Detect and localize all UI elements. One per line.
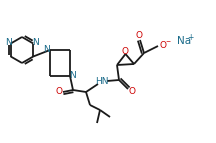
- Text: N: N: [32, 38, 39, 47]
- Text: O: O: [56, 88, 62, 97]
- Text: N: N: [5, 38, 12, 47]
- Text: +: +: [187, 32, 193, 41]
- Text: N: N: [44, 45, 50, 54]
- Text: Na: Na: [177, 36, 191, 46]
- Text: HN: HN: [95, 77, 109, 86]
- Text: O: O: [135, 31, 143, 40]
- Text: N: N: [70, 72, 76, 81]
- Text: O: O: [129, 87, 135, 96]
- Text: −: −: [165, 38, 170, 43]
- Text: O: O: [122, 46, 129, 55]
- Text: O: O: [160, 40, 167, 49]
